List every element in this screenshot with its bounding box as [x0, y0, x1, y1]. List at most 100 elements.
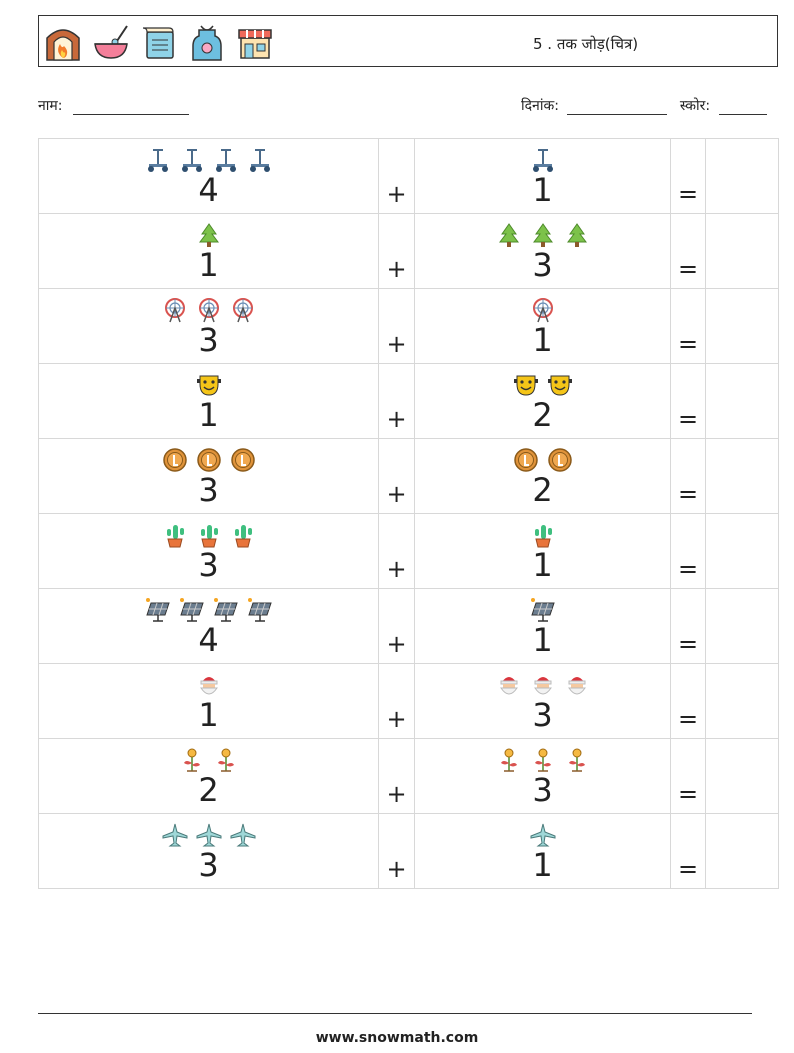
addend-a-number: 4	[198, 171, 219, 209]
answer-cell[interactable]	[705, 213, 779, 289]
scooter-icon	[181, 149, 202, 172]
fireplace-icon	[46, 29, 80, 61]
equals-cell: =	[670, 138, 706, 214]
addend-b-cell: 1	[414, 513, 671, 589]
ferris-wheel-icon	[164, 298, 185, 323]
equals-cell: =	[670, 288, 706, 364]
addend-a-cell: 4	[38, 588, 379, 664]
addend-a-number: 3	[198, 546, 219, 584]
addend-b-pictures	[415, 522, 670, 548]
problem-row: 3 +1 =	[38, 513, 779, 589]
plus-sign: +	[386, 480, 407, 508]
plus-sign: +	[386, 630, 407, 658]
answer-cell[interactable]	[705, 138, 779, 214]
date-blank[interactable]	[567, 100, 668, 115]
name-label: नाम:	[38, 98, 63, 114]
addend-b-number: 3	[532, 771, 553, 809]
answer-cell[interactable]	[705, 438, 779, 514]
answer-cell[interactable]	[705, 588, 779, 664]
theater-mask-icon	[513, 375, 538, 396]
solar-panel-icon	[530, 598, 555, 622]
addend-b-pictures	[415, 297, 670, 323]
equals-cell: =	[670, 213, 706, 289]
addend-a-pictures	[39, 447, 378, 473]
plus-cell: +	[378, 738, 415, 814]
flower-sprout-icon	[500, 748, 517, 772]
scooter-icon	[147, 149, 168, 172]
airplane-icon	[230, 823, 255, 847]
plus-cell: +	[378, 213, 415, 289]
equals-sign: =	[677, 855, 699, 883]
solar-panel-icon	[179, 598, 204, 622]
answer-cell[interactable]	[705, 513, 779, 589]
solar-panel-icon	[247, 598, 272, 622]
plus-cell: +	[378, 288, 415, 364]
addend-a-cell: 1	[38, 213, 379, 289]
santa-icon	[199, 677, 218, 695]
addend-a-cell: 3	[38, 288, 379, 364]
flower-sprout-icon	[217, 748, 234, 772]
plus-sign: +	[386, 555, 407, 583]
problem-row: 1 +3 =	[38, 213, 779, 289]
answer-cell[interactable]	[705, 813, 779, 889]
addend-b-cell: 1	[414, 288, 671, 364]
answer-cell[interactable]	[705, 738, 779, 814]
theater-mask-icon	[196, 375, 221, 396]
equals-cell: =	[670, 513, 706, 589]
addend-b-cell: 3	[414, 213, 671, 289]
equals-cell: =	[670, 663, 706, 739]
answer-cell[interactable]	[705, 288, 779, 364]
addend-b-cell: 1	[414, 138, 671, 214]
answer-cell[interactable]	[705, 363, 779, 439]
pine-tree-icon	[532, 223, 553, 247]
addend-b-pictures	[415, 222, 670, 248]
equals-sign: =	[677, 555, 699, 583]
addend-a-pictures	[39, 822, 378, 848]
ferris-wheel-icon	[198, 298, 219, 323]
cactus-icon	[166, 525, 184, 548]
ferris-wheel-icon	[232, 298, 253, 323]
pine-tree-icon	[566, 223, 587, 247]
addend-b-number: 1	[532, 321, 553, 359]
equals-sign: =	[677, 405, 699, 433]
problem-row: 1 +3 =	[38, 663, 779, 739]
date-label: दिनांक:	[521, 98, 559, 114]
theater-mask-icon	[547, 375, 572, 396]
problem-row: 3 +2 =	[38, 438, 779, 514]
addend-b-number: 3	[532, 246, 553, 284]
plus-cell: +	[378, 813, 415, 889]
date-score-field: दिनांक: स्कोर:	[521, 96, 767, 115]
score-blank[interactable]	[718, 100, 767, 115]
header-icons	[43, 22, 275, 62]
coin-icon	[230, 448, 255, 472]
coin-icon	[196, 448, 221, 472]
equals-cell: =	[670, 588, 706, 664]
addend-b-number: 1	[532, 621, 553, 659]
plus-cell: +	[378, 438, 415, 514]
addend-a-pictures	[39, 222, 378, 248]
plus-sign: +	[386, 180, 407, 208]
addend-a-number: 4	[198, 621, 219, 659]
addend-a-cell: 3	[38, 813, 379, 889]
addend-a-number: 3	[198, 846, 219, 884]
santa-icon	[533, 677, 552, 695]
addend-a-pictures	[39, 297, 378, 323]
equals-sign: =	[677, 330, 699, 358]
answer-cell[interactable]	[705, 663, 779, 739]
plus-sign: +	[386, 255, 407, 283]
plus-sign: +	[386, 405, 407, 433]
santa-icon	[567, 677, 586, 695]
addend-b-pictures	[415, 597, 670, 623]
ferris-wheel-icon	[532, 298, 553, 323]
equals-sign: =	[677, 630, 699, 658]
addend-a-cell: 1	[38, 663, 379, 739]
equals-sign: =	[677, 255, 699, 283]
addend-a-cell: 1	[38, 363, 379, 439]
name-blank[interactable]	[72, 100, 189, 115]
cactus-icon	[534, 525, 552, 548]
solar-panel-icon	[213, 598, 238, 622]
addend-a-number: 1	[198, 246, 219, 284]
addend-a-pictures	[39, 372, 378, 398]
santa-icon	[499, 677, 518, 695]
addend-b-cell: 1	[414, 588, 671, 664]
